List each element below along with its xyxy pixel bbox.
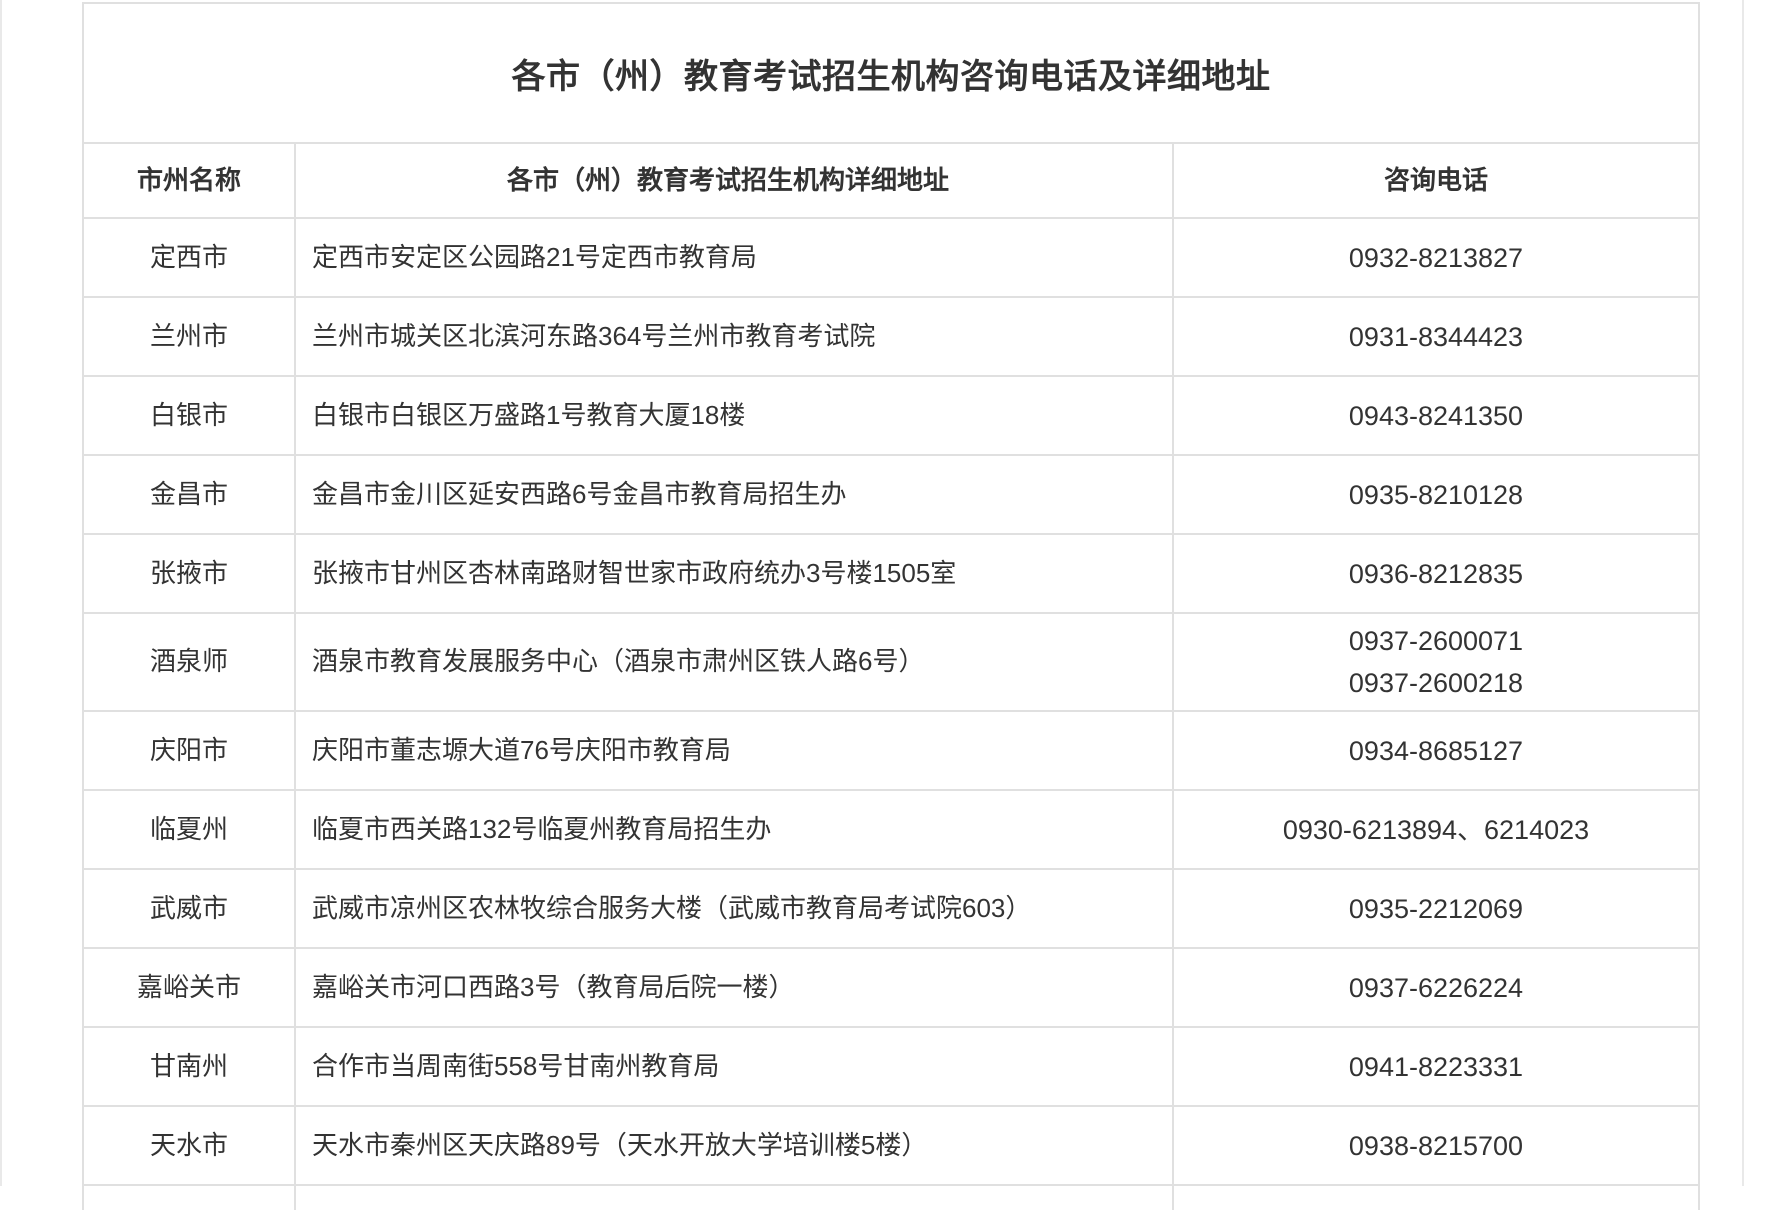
phone-number: 0941-8223331 xyxy=(1348,1051,1524,1082)
phone-number: 0935-8210128 xyxy=(1348,479,1524,510)
city-name-cell: 庆阳市 xyxy=(84,712,296,789)
phone-cell: 0936-8212835 xyxy=(1174,535,1698,612)
phone-number: 0935-2212069 xyxy=(1348,893,1524,924)
address-cell: 合作市当周南街558号甘南州教育局 xyxy=(296,1028,1174,1105)
city-name-cell: 嘉峪关市 xyxy=(84,949,296,1026)
address-cell xyxy=(296,1186,1174,1210)
table-row: 定西市 定西市安定区公园路21号定西市教育局 0932-8213827 xyxy=(84,219,1698,298)
address-cell: 临夏市西关路132号临夏州教育局招生办 xyxy=(296,791,1174,868)
phone-number: 0937-2600071 xyxy=(1348,626,1524,656)
address-cell: 天水市秦州区天庆路89号（天水开放大学培训楼5楼） xyxy=(296,1107,1174,1184)
city-name-cell: 兰州市 xyxy=(84,298,296,375)
city-name-cell: 金昌市 xyxy=(84,456,296,533)
table-row: 甘南州 合作市当周南街558号甘南州教育局 0941-8223331 xyxy=(84,1028,1698,1107)
table-row: 张掖市 张掖市甘州区杏林南路财智世家市政府统办3号楼1505室 0936-82128… xyxy=(84,535,1698,614)
table-row: 庆阳市 庆阳市董志塬大道76号庆阳市教育局 0934-8685127 xyxy=(84,712,1698,791)
city-name-cell: 定西市 xyxy=(84,219,296,296)
table-body: 定西市 定西市安定区公园路21号定西市教育局 0932-8213827 兰州市 兰州市城… xyxy=(84,219,1698,1186)
column-header-address: 各市（州）教育考试招生机构详细地址 xyxy=(296,144,1174,217)
address-cell: 嘉峪关市河口西路3号（教育局后院一楼） xyxy=(296,949,1174,1026)
phone-cell: 0932-8213827 xyxy=(1174,219,1698,296)
phone-cell: 0937-6226224 xyxy=(1174,949,1698,1026)
phone-cell: 0931-8344423 xyxy=(1174,298,1698,375)
table-row: 武威市 武威市凉州区农林牧综合服务大楼（武威市教育局考试院603） 0935-221… xyxy=(84,870,1698,949)
contact-table: 各市（州）教育考试招生机构咨询电话及详细地址 市州名称 各市（州）教育考试招生机… xyxy=(82,2,1700,1210)
table-header-row: 市州名称 各市（州）教育考试招生机构详细地址 咨询电话 xyxy=(84,144,1698,219)
city-name-cell: 酒泉师 xyxy=(84,614,296,710)
city-name-cell: 临夏州 xyxy=(84,791,296,868)
page-title: 各市（州）教育考试招生机构咨询电话及详细地址 xyxy=(511,57,1271,96)
table-row: 兰州市 兰州市城关区北滨河东路364号兰州市教育考试院 0931-8344423 xyxy=(84,298,1698,377)
phone-number: 0934-8685127 xyxy=(1348,735,1524,766)
column-header-city: 市州名称 xyxy=(84,144,296,217)
address-cell: 酒泉市教育发展服务中心（酒泉市肃州区铁人路6号） xyxy=(296,614,1174,710)
address-cell: 金昌市金川区延安西路6号金昌市教育局招生办 xyxy=(296,456,1174,533)
phone-cell: 0935-8210128 xyxy=(1174,456,1698,533)
phone-number: 0932-8213827 xyxy=(1348,242,1524,273)
phone-number: 0937-6226224 xyxy=(1348,972,1524,1003)
scrollbar-track-edge xyxy=(1742,0,1744,1186)
phone-cell: 0934-8685127 xyxy=(1174,712,1698,789)
phone-cell xyxy=(1174,1186,1698,1210)
phone-cell: 0938-8215700 xyxy=(1174,1107,1698,1184)
city-name-cell: 甘南州 xyxy=(84,1028,296,1105)
address-cell: 武威市凉州区农林牧综合服务大楼（武威市教育局考试院603） xyxy=(296,870,1174,947)
address-cell: 庆阳市董志塬大道76号庆阳市教育局 xyxy=(296,712,1174,789)
table-row: 白银市 白银市白银区万盛路1号教育大厦18楼 0943-8241350 xyxy=(84,377,1698,456)
table-row: 天水市 天水市秦州区天庆路89号（天水开放大学培训楼5楼） 0938-8215700 xyxy=(84,1107,1698,1186)
phone-number: 0943-8241350 xyxy=(1348,400,1524,431)
address-cell: 定西市安定区公园路21号定西市教育局 xyxy=(296,219,1174,296)
title-row: 各市（州）教育考试招生机构咨询电话及详细地址 xyxy=(84,4,1698,144)
address-cell: 白银市白银区万盛路1号教育大厦18楼 xyxy=(296,377,1174,454)
phone-cell: 0943-8241350 xyxy=(1174,377,1698,454)
city-name-cell: 张掖市 xyxy=(84,535,296,612)
phone-number: 0931-8344423 xyxy=(1348,321,1524,352)
city-name-cell: 武威市 xyxy=(84,870,296,947)
phone-number: 0930-6213894、6214023 xyxy=(1282,814,1590,845)
column-header-phone: 咨询电话 xyxy=(1383,164,1488,195)
address-cell: 张掖市甘州区杏林南路财智世家市政府统办3号楼1505室 xyxy=(296,535,1174,612)
phone-cell: 0937-2600071 0937-2600218 xyxy=(1174,614,1698,710)
city-name-cell xyxy=(84,1186,296,1210)
phone-number: 0936-8212835 xyxy=(1348,558,1524,589)
phone-cell: 0941-8223331 xyxy=(1174,1028,1698,1105)
table-row-partial xyxy=(84,1186,1698,1210)
phone-number: 0937-2600218 xyxy=(1348,668,1524,698)
phone-cell: 0935-2212069 xyxy=(1174,870,1698,947)
phone-number: 0938-8215700 xyxy=(1348,1130,1524,1161)
table-row: 临夏州 临夏市西关路132号临夏州教育局招生办 0930-6213894、62140… xyxy=(84,791,1698,870)
phone-cell: 0930-6213894、6214023 xyxy=(1174,791,1698,868)
address-cell: 兰州市城关区北滨河东路364号兰州市教育考试院 xyxy=(296,298,1174,375)
city-name-cell: 天水市 xyxy=(84,1107,296,1184)
viewport-left-edge xyxy=(0,0,2,1186)
city-name-cell: 白银市 xyxy=(84,377,296,454)
table-row: 嘉峪关市 嘉峪关市河口西路3号（教育局后院一楼） 0937-6226224 xyxy=(84,949,1698,1028)
table-row: 金昌市 金昌市金川区延安西路6号金昌市教育局招生办 0935-8210128 xyxy=(84,456,1698,535)
table-row: 酒泉师 酒泉市教育发展服务中心（酒泉市肃州区铁人路6号） 0937-2600071 0… xyxy=(84,614,1698,712)
